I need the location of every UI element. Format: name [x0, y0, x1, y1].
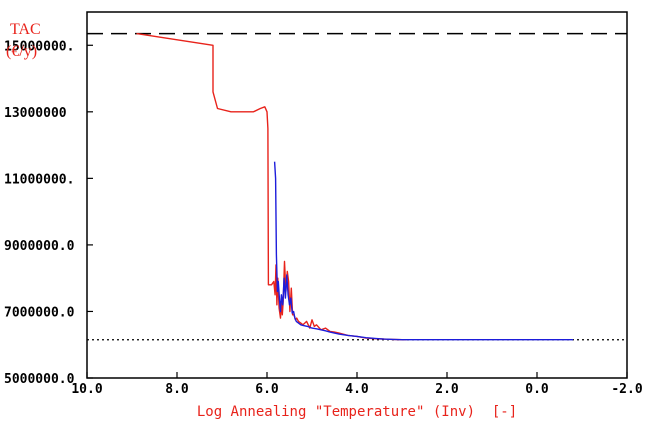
series-line-2 [273, 161, 573, 341]
y-axis-label-line1: TAC [10, 21, 41, 38]
x-axis-label: Log Annealing "Temperature" (Inv) [-] [197, 404, 517, 420]
y-tick-label: 13000000 [4, 106, 67, 121]
x-tick-label: 0.0 [525, 382, 549, 397]
y-tick-label: 9000000.0 [4, 239, 75, 254]
x-tick-label: 6.0 [255, 382, 279, 397]
x-tick-label: 10.0 [71, 382, 102, 397]
y-axis-label-line2: (€/y) [6, 43, 37, 60]
y-tick-label: 11000000. [4, 172, 74, 187]
x-tick-label: 4.0 [345, 382, 369, 397]
x-tick-label: 2.0 [435, 382, 459, 397]
x-tick-label: 8.0 [165, 382, 189, 397]
y-tick-label: 7000000.0 [4, 305, 75, 320]
y-tick-label: 15000000. [4, 39, 74, 54]
x-tick-label: -2.0 [611, 382, 642, 397]
y-tick-label: 5000000.0 [4, 372, 75, 387]
series-line-1 [136, 32, 407, 341]
plot-frame [86, 11, 628, 379]
